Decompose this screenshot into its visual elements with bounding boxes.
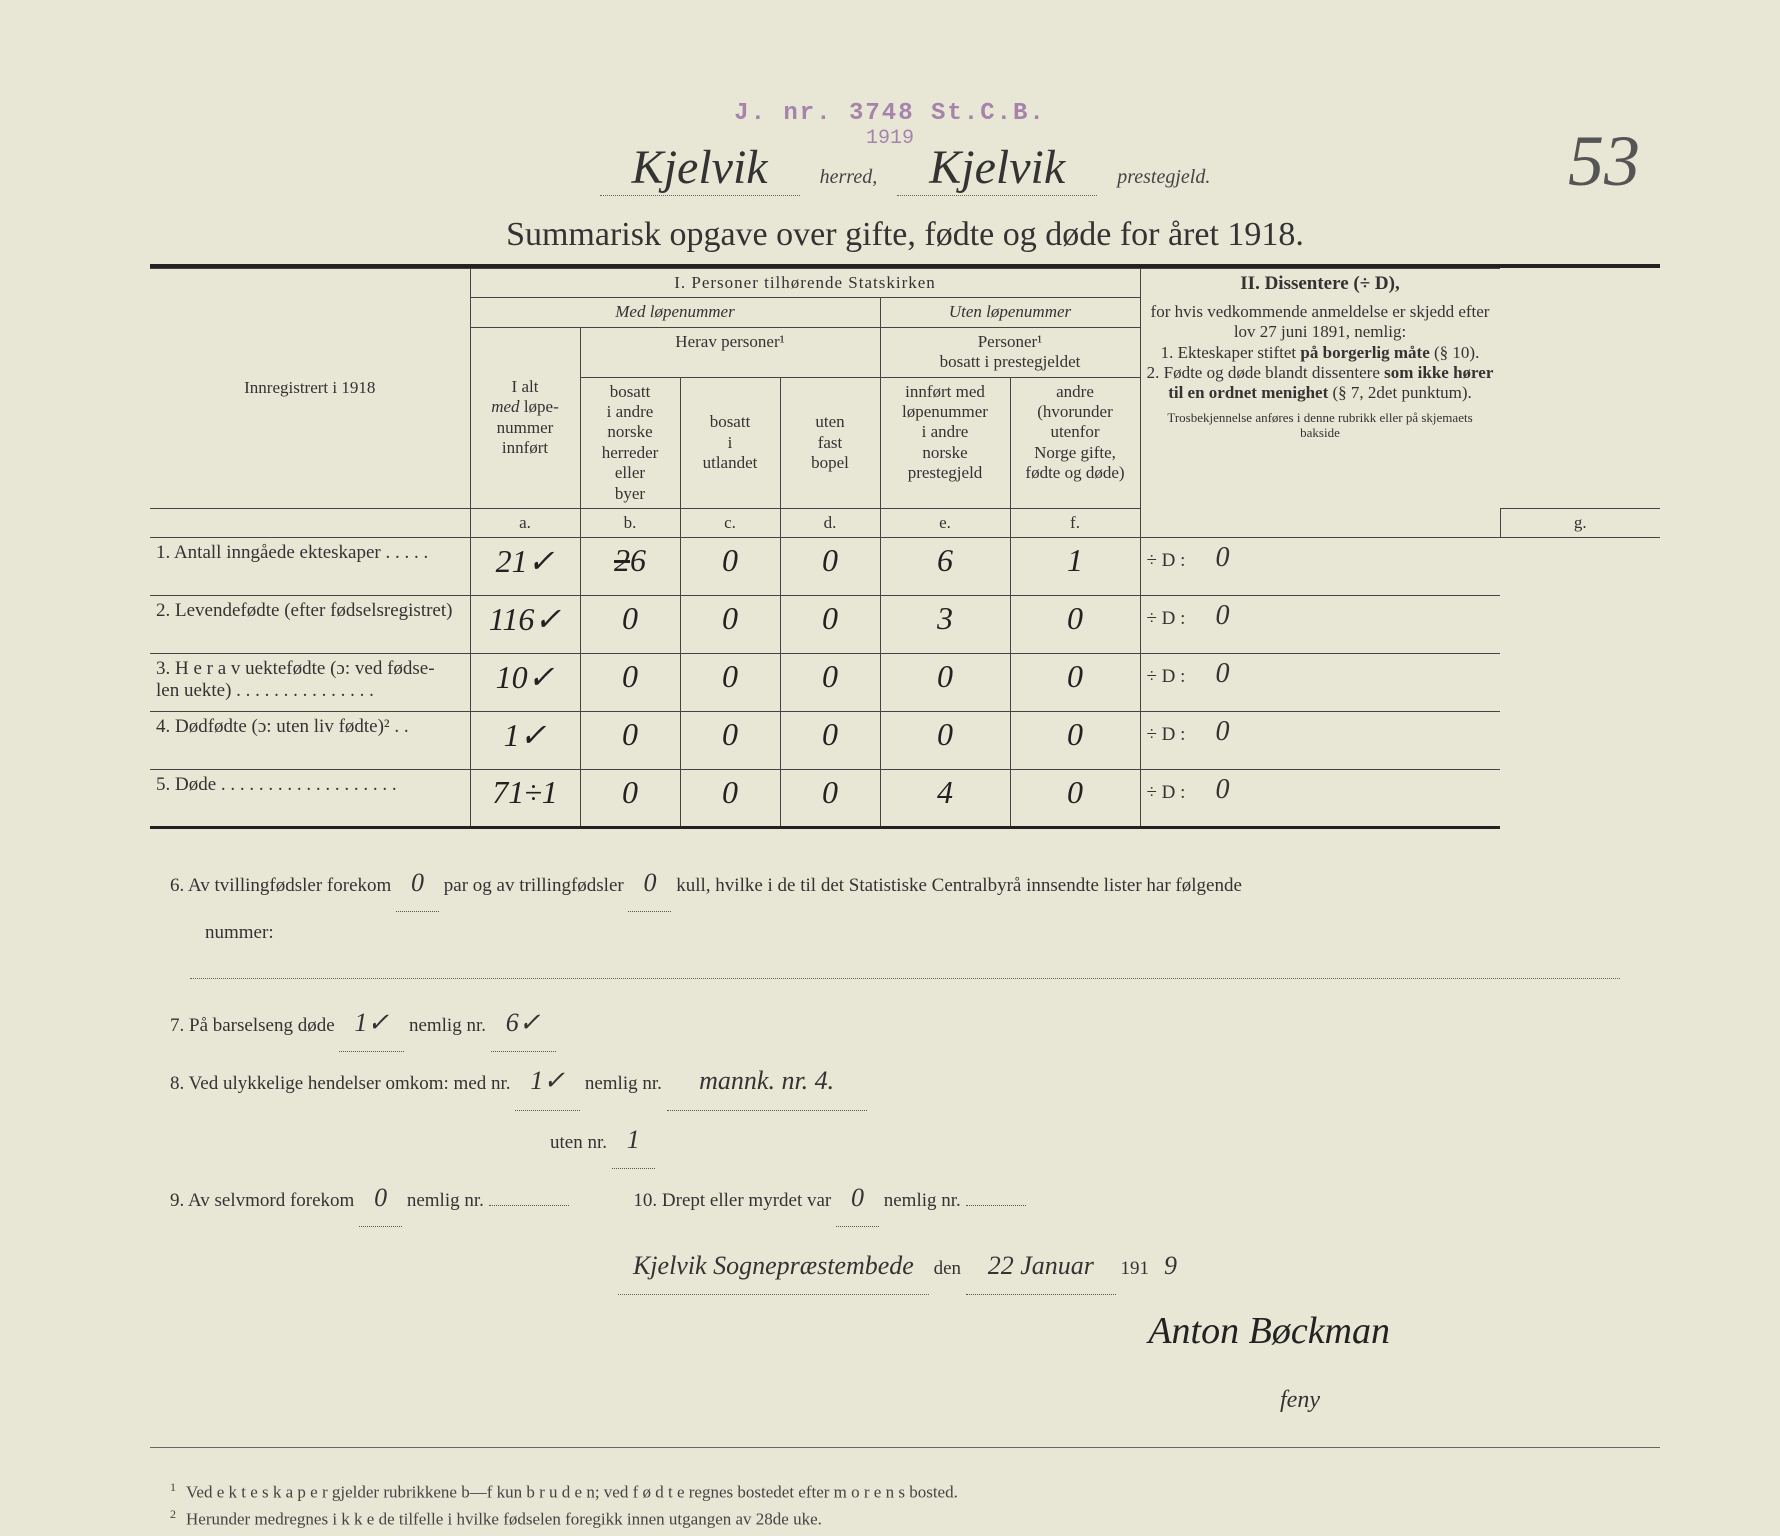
row-2-a: 116✓: [470, 596, 580, 654]
col-d-header: utenfastbopel: [780, 377, 880, 508]
herav-header: Herav personer¹: [580, 327, 880, 377]
line-8-uten: uten nr. 1: [170, 1111, 1640, 1169]
col-e-header: innført medløpenummeri andrenorskepreste…: [880, 377, 1010, 508]
line-6-nummer: nummer:: [170, 912, 1640, 954]
row-5-a: 71÷1: [470, 770, 580, 828]
row-3-g: ÷ D :0: [1140, 654, 1500, 712]
row-4-a: 1✓: [470, 712, 580, 770]
row-3-f: 0: [1010, 654, 1140, 712]
row-4-d: 0: [780, 712, 880, 770]
row-4-g: ÷ D :0: [1140, 712, 1500, 770]
section-2-body: for hvis vedkommende anmeldelse er skjed…: [1147, 302, 1494, 404]
row-3-a: 10✓: [470, 654, 580, 712]
row-1-d: 0: [780, 538, 880, 596]
stamp-line-1: J. nr. 3748 St.C.B.: [734, 100, 1046, 127]
line-9-10: 9. Av selvmord forekom 0 nemlig nr. 10. …: [170, 1169, 1640, 1227]
col-c-header: bosattiutlandet: [680, 377, 780, 508]
below-table-section: 6. Av tvillingfødsler forekom 0 par og a…: [150, 854, 1660, 1426]
footnote-1: 1Ved e k t e s k a p e r gjelder rubrikk…: [170, 1478, 1640, 1506]
row-1-b: 26: [580, 538, 680, 596]
row-2-g: ÷ D :0: [1140, 596, 1500, 654]
row-3-c: 0: [680, 654, 780, 712]
row-1-e: 6: [880, 538, 1010, 596]
row-4-c: 0: [680, 712, 780, 770]
line-7: 7. På barselseng døde 1✓ nemlig nr. 6✓: [170, 994, 1640, 1052]
col-letter-g: g.: [1500, 508, 1660, 537]
footnotes: 1Ved e k t e s k a p e r gjelder rubrikk…: [150, 1478, 1660, 1534]
row-5-b: 0: [580, 770, 680, 828]
row-3-label: 3. H e r a v uektefødte (ɔ: ved fødse- l…: [150, 654, 470, 712]
row-5-e: 4: [880, 770, 1010, 828]
table-row: 5. Døde . . . . . . . . . . . . . . . . …: [150, 770, 1660, 828]
row-1-a: 21✓: [470, 538, 580, 596]
row-4-f: 0: [1010, 712, 1140, 770]
col-letter-d: d.: [780, 508, 880, 537]
table-row: 4. Dødfødte (ɔ: uten liv fødte)² . . 1✓ …: [150, 712, 1660, 770]
row-1-g: ÷ D :0: [1140, 538, 1500, 596]
col-letter-c: c.: [680, 508, 780, 537]
personer-bosatt-header: Personer¹bosatt i prestegjeldet: [880, 327, 1140, 377]
table-row: 2. Levendefødte (efter fødselsregistret)…: [150, 596, 1660, 654]
table-row: 1. Antall inngåede ekteskaper . . . . . …: [150, 538, 1660, 596]
footnote-rule: [150, 1447, 1660, 1448]
row-4-b: 0: [580, 712, 680, 770]
table-row: 3. H e r a v uektefødte (ɔ: ved fødse- l…: [150, 654, 1660, 712]
document-page: J. nr. 3748 St.C.B. 1919 53 Kjelvik herr…: [0, 0, 1780, 1536]
row-4-label: 4. Dødfødte (ɔ: uten liv fødte)² . .: [150, 712, 470, 770]
line-6: 6. Av tvillingfødsler forekom 0 par og a…: [170, 854, 1640, 912]
row-2-c: 0: [680, 596, 780, 654]
main-table: Innregistrert i 1918 I. Personer tilhøre…: [150, 268, 1660, 829]
stamp-line-2: 1919: [734, 127, 1046, 150]
row-1-c: 0: [680, 538, 780, 596]
page-number: 53: [1568, 120, 1640, 203]
document-title: Summarisk opgave over gifte, fødte og dø…: [150, 216, 1660, 254]
signature-line: Kjelvik Sognepræstembede den 22 Januar 1…: [170, 1237, 1640, 1295]
footnote-2: 2Herunder medregnes i k k e de tilfelle …: [170, 1505, 1640, 1533]
herred-label: herred,: [820, 166, 878, 189]
row-4-e: 0: [880, 712, 1010, 770]
row-3-e: 0: [880, 654, 1010, 712]
col-letter-f: f.: [1010, 508, 1140, 537]
col-f-header: andre(hvorunderutenforNorge gifte,fødte …: [1010, 377, 1140, 508]
row-5-label: 5. Døde . . . . . . . . . . . . . . . . …: [150, 770, 470, 828]
dotted-line: [190, 959, 1620, 979]
row-2-d: 0: [780, 596, 880, 654]
row-2-label: 2. Levendefødte (efter fødselsregistret): [150, 596, 470, 654]
row-1-f: 1: [1010, 538, 1140, 596]
row-5-f: 0: [1010, 770, 1140, 828]
row-5-g: ÷ D :0: [1140, 770, 1500, 828]
row-1-label: 1. Antall inngåede ekteskaper . . . . .: [150, 538, 470, 596]
col-letter-a: a.: [470, 508, 580, 537]
section-2-header: II. Dissentere (÷ D), for hvis vedkommen…: [1140, 269, 1500, 538]
line-8: 8. Ved ulykkelige hendelser omkom: med n…: [170, 1052, 1640, 1110]
row-5-c: 0: [680, 770, 780, 828]
col-letter-e: e.: [880, 508, 1010, 537]
row-2-f: 0: [1010, 596, 1140, 654]
section-1-header: I. Personer tilhørende Statskirken: [470, 269, 1140, 298]
uten-lop-header: Uten løpenummer: [880, 298, 1140, 327]
row-5-d: 0: [780, 770, 880, 828]
signature: Anton Bøckman: [170, 1290, 1640, 1374]
row-2-b: 0: [580, 596, 680, 654]
col-b-header: bosatti andrenorskeherrederellerbyer: [580, 377, 680, 508]
med-lop-header: Med løpenummer: [470, 298, 880, 327]
registry-stamp: J. nr. 3748 St.C.B. 1919: [734, 100, 1046, 150]
row-3-b: 0: [580, 654, 680, 712]
row-3-d: 0: [780, 654, 880, 712]
col-letter-b: b.: [580, 508, 680, 537]
row-2-e: 3: [880, 596, 1010, 654]
signature-sub: feny: [170, 1374, 1640, 1427]
col-a-header: I altmed løpe-nummerinnført: [470, 327, 580, 508]
prestegjeld-label: prestegjeld.: [1117, 166, 1210, 189]
reg-label: Innregistrert i 1918: [150, 269, 470, 509]
